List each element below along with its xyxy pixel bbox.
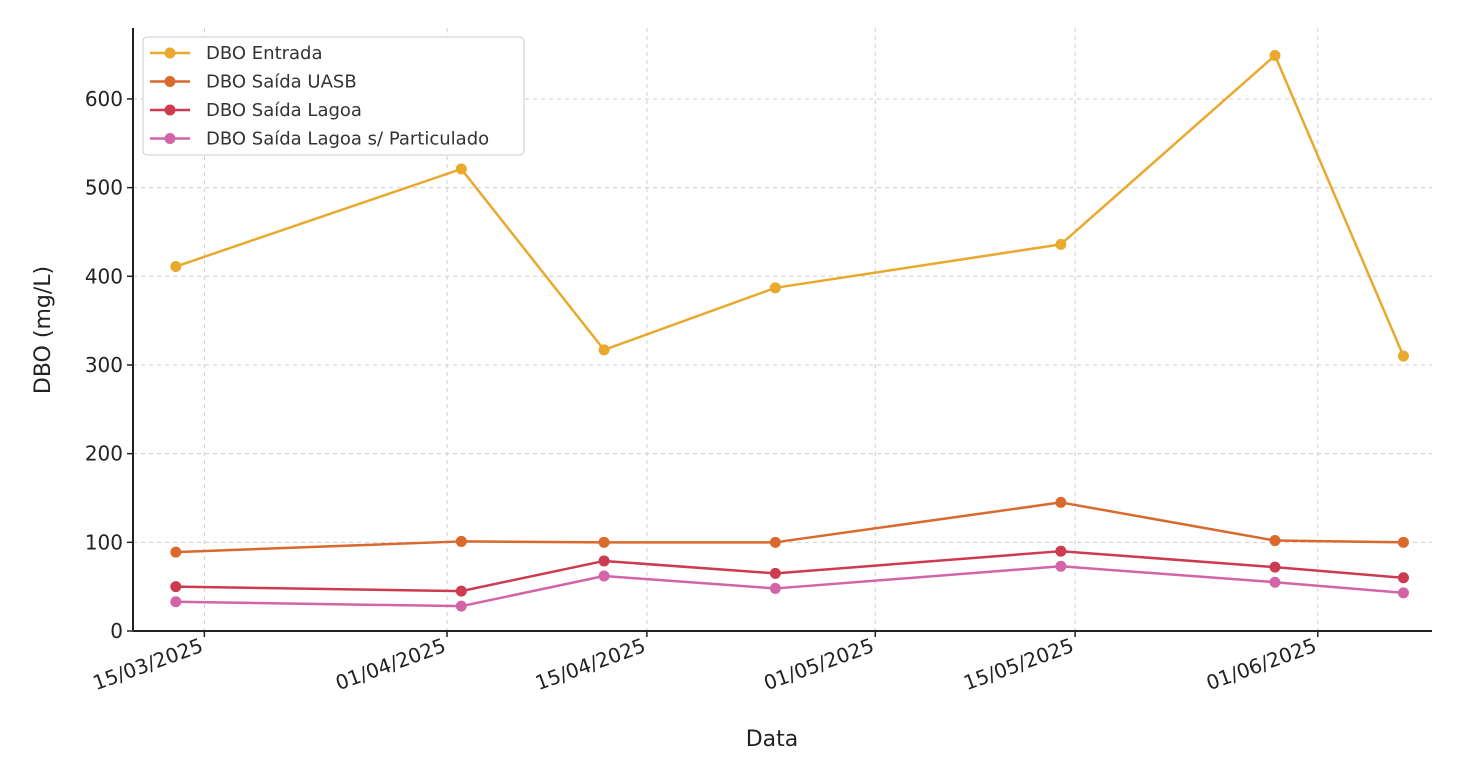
legend-entry: DBO Saída Lagoa s/ Particulado <box>150 129 489 150</box>
x-tick-label: 15/05/2025 <box>960 633 1077 695</box>
series-0 <box>170 49 1409 362</box>
legend-entry: DBO Entrada <box>150 43 323 64</box>
data-point <box>455 600 467 612</box>
data-point <box>1055 238 1067 250</box>
y-tick-label: 100 <box>85 530 123 554</box>
series-group <box>170 49 1409 612</box>
series-line <box>175 501 1404 554</box>
x-axis-title: Data <box>746 727 799 752</box>
data-point <box>1055 560 1067 572</box>
axes <box>132 28 1432 632</box>
legend-marker <box>164 76 176 87</box>
y-tick-label: 400 <box>85 264 123 288</box>
x-tick-label: 15/03/2025 <box>90 633 207 695</box>
legend-entry: DBO Saída UASB <box>150 72 357 93</box>
data-point <box>769 536 781 548</box>
data-point <box>598 344 610 356</box>
series-2 <box>170 545 1409 597</box>
y-tick-label: 500 <box>85 176 123 200</box>
series-3 <box>170 560 1409 612</box>
legend-marker <box>164 104 176 116</box>
data-point <box>455 535 467 547</box>
data-point <box>1397 536 1409 548</box>
y-tick-label: 300 <box>85 353 123 377</box>
data-point <box>1269 561 1281 573</box>
data-point <box>769 567 781 579</box>
legend-marker <box>164 47 176 59</box>
data-point <box>769 282 781 294</box>
data-point <box>1397 587 1409 599</box>
data-point <box>170 546 182 558</box>
data-point <box>455 163 467 175</box>
y-axis-title: DBO (mg/L) <box>31 266 56 394</box>
data-point <box>1055 545 1067 557</box>
x-ticks: 15/03/2025 01/04/2025 15/04/2025 01/05/2025… <box>90 631 1320 695</box>
data-point <box>170 596 182 608</box>
legend-marker <box>164 133 176 144</box>
data-point <box>598 570 610 582</box>
legend-entry: DBO Saída Lagoa <box>150 100 362 121</box>
data-point <box>1269 576 1281 588</box>
data-point <box>1055 496 1067 508</box>
x-tick-label: 01/04/2025 <box>332 633 449 695</box>
y-tick-label: 0 <box>110 619 123 643</box>
y-tick-label: 200 <box>85 442 123 466</box>
data-point <box>1397 572 1409 584</box>
y-ticks: 0 100 200 300 400 500 600 <box>85 87 133 643</box>
data-point <box>1397 350 1409 362</box>
data-point <box>598 555 610 567</box>
x-tick-label: 01/05/2025 <box>760 633 877 695</box>
legend-label: DBO Saída Lagoa <box>206 100 362 121</box>
legend-label: DBO Entrada <box>206 43 323 64</box>
data-point <box>1269 49 1281 61</box>
legend-box <box>142 36 525 156</box>
legend: DBO Entrada DBO Saída UASB DBO Saída Lagoa… <box>142 36 525 156</box>
y-tick-label: 600 <box>85 87 123 111</box>
series-1 <box>170 496 1409 558</box>
data-point <box>1269 535 1281 547</box>
data-point <box>769 582 781 594</box>
legend-label: DBO Saída Lagoa s/ Particulado <box>206 129 489 150</box>
data-point <box>598 536 610 548</box>
data-point <box>170 581 182 593</box>
data-point <box>170 261 182 273</box>
x-tick-label: 15/04/2025 <box>532 633 649 695</box>
data-point <box>455 585 467 597</box>
x-tick-label: 01/06/2025 <box>1203 633 1320 695</box>
series-line <box>175 549 1404 593</box>
legend-label: DBO Saída UASB <box>206 72 357 93</box>
